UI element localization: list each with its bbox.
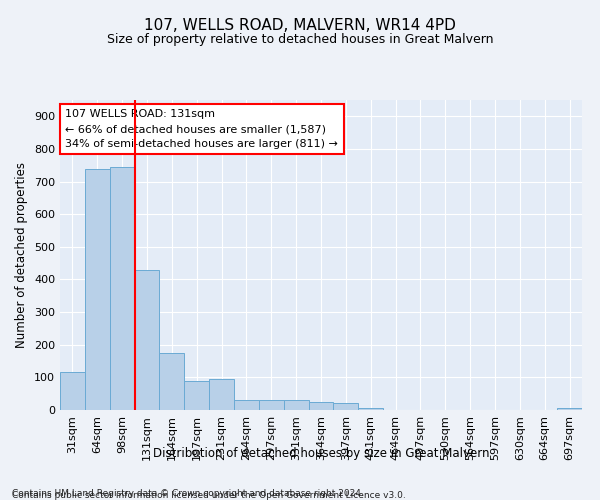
Bar bbox=[134, 270, 160, 410]
Bar bbox=[209, 379, 234, 410]
Bar bbox=[259, 400, 284, 410]
Y-axis label: Number of detached properties: Number of detached properties bbox=[16, 162, 28, 348]
Bar bbox=[557, 408, 582, 410]
Bar bbox=[110, 167, 134, 410]
Text: 107 WELLS ROAD: 131sqm
← 66% of detached houses are smaller (1,587)
34% of semi-: 107 WELLS ROAD: 131sqm ← 66% of detached… bbox=[65, 110, 338, 149]
Bar bbox=[358, 408, 383, 410]
Text: 107, WELLS ROAD, MALVERN, WR14 4PD: 107, WELLS ROAD, MALVERN, WR14 4PD bbox=[144, 18, 456, 32]
Bar bbox=[60, 372, 85, 410]
Text: Contains public sector information licensed under the Open Government Licence v3: Contains public sector information licen… bbox=[12, 491, 406, 500]
Bar bbox=[160, 353, 184, 410]
Bar bbox=[184, 380, 209, 410]
Bar bbox=[234, 400, 259, 410]
Bar bbox=[284, 400, 308, 410]
Bar bbox=[334, 404, 358, 410]
Bar bbox=[85, 168, 110, 410]
Bar bbox=[308, 402, 334, 410]
Text: Distribution of detached houses by size in Great Malvern: Distribution of detached houses by size … bbox=[153, 448, 489, 460]
Text: Contains HM Land Registry data © Crown copyright and database right 2024.: Contains HM Land Registry data © Crown c… bbox=[12, 488, 364, 498]
Text: Size of property relative to detached houses in Great Malvern: Size of property relative to detached ho… bbox=[107, 32, 493, 46]
